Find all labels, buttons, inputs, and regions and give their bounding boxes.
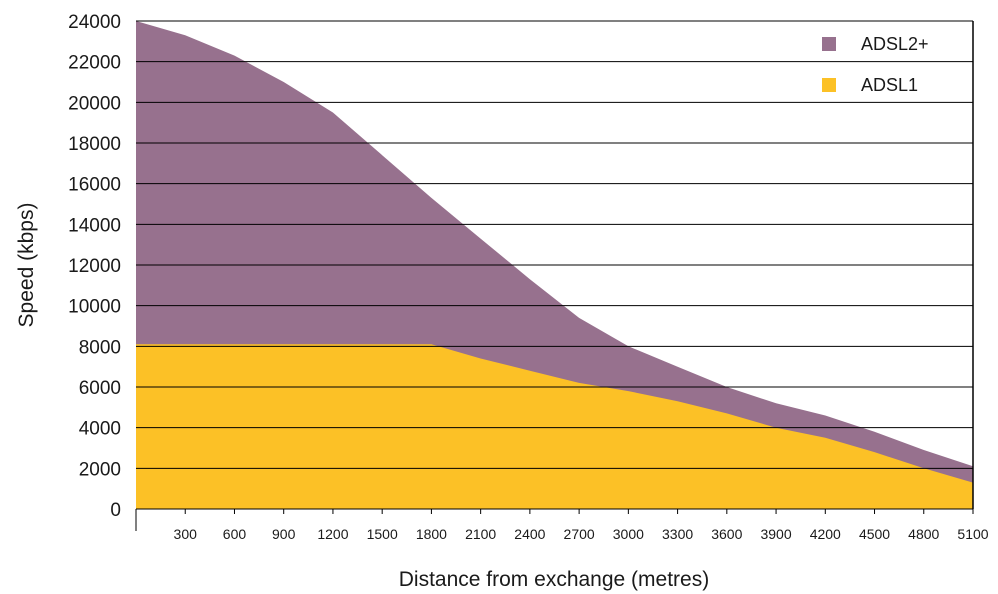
y-tick-label: 6000 bbox=[79, 378, 121, 399]
x-tick-label: 5100 bbox=[957, 526, 988, 542]
y-tick-label: 24000 bbox=[68, 12, 121, 33]
x-tick-label: 2700 bbox=[564, 526, 595, 542]
x-tick-label: 4500 bbox=[859, 526, 890, 542]
y-axis-title: Speed (kbps) bbox=[15, 203, 38, 328]
x-axis-title: Distance from exchange (metres) bbox=[399, 568, 709, 591]
y-tick-label: 8000 bbox=[79, 337, 121, 358]
x-tick-label: 600 bbox=[223, 526, 247, 542]
gridlines bbox=[136, 20, 973, 469]
x-tick-label: 4200 bbox=[810, 526, 841, 542]
x-tick-label: 1200 bbox=[317, 526, 348, 542]
x-tick-label: 1500 bbox=[367, 526, 398, 542]
x-tick-label: 2400 bbox=[514, 526, 545, 542]
y-tick-label: 4000 bbox=[79, 419, 121, 440]
x-tick-label: 1800 bbox=[416, 526, 447, 542]
y-tick-label: 20000 bbox=[68, 93, 121, 114]
y-tick-label: 2000 bbox=[79, 459, 121, 480]
x-tick-label: 3600 bbox=[711, 526, 742, 542]
y-tick-label: 14000 bbox=[68, 215, 121, 236]
x-tick-label: 2100 bbox=[465, 526, 496, 542]
y-tick-label: 22000 bbox=[68, 53, 121, 74]
x-tick-label: 900 bbox=[272, 526, 296, 542]
legend-label-adsl1: ADSL1 bbox=[861, 75, 918, 95]
legend-label-adsl2-: ADSL2+ bbox=[861, 34, 929, 54]
x-tick-label: 4800 bbox=[908, 526, 939, 542]
legend-swatch-adsl2- bbox=[822, 37, 836, 51]
y-tick-label: 0 bbox=[110, 500, 121, 521]
area-adsl1 bbox=[136, 344, 973, 509]
legend-swatch-adsl1 bbox=[822, 78, 836, 92]
x-tick-label: 300 bbox=[174, 526, 198, 542]
y-tick-label: 16000 bbox=[68, 175, 121, 196]
y-tick-label: 18000 bbox=[68, 134, 121, 155]
axes bbox=[136, 21, 974, 510]
y-tick-labels: 0 2000 4000 6000 8000 10000 12000 14000 16000 180… bbox=[68, 12, 121, 521]
y-tick-label: 12000 bbox=[68, 256, 121, 277]
x-tick-label: 3900 bbox=[760, 526, 791, 542]
y-tick-label: 10000 bbox=[68, 297, 121, 318]
x-tick-label: 3000 bbox=[613, 526, 644, 542]
legend: ADSL2+ ADSL1 bbox=[822, 34, 929, 95]
x-tick-labels: 300 600 900 1200 1500 1800 2100 2400 2700 3000 330… bbox=[135, 509, 989, 542]
x-tick-label: 3300 bbox=[662, 526, 693, 542]
